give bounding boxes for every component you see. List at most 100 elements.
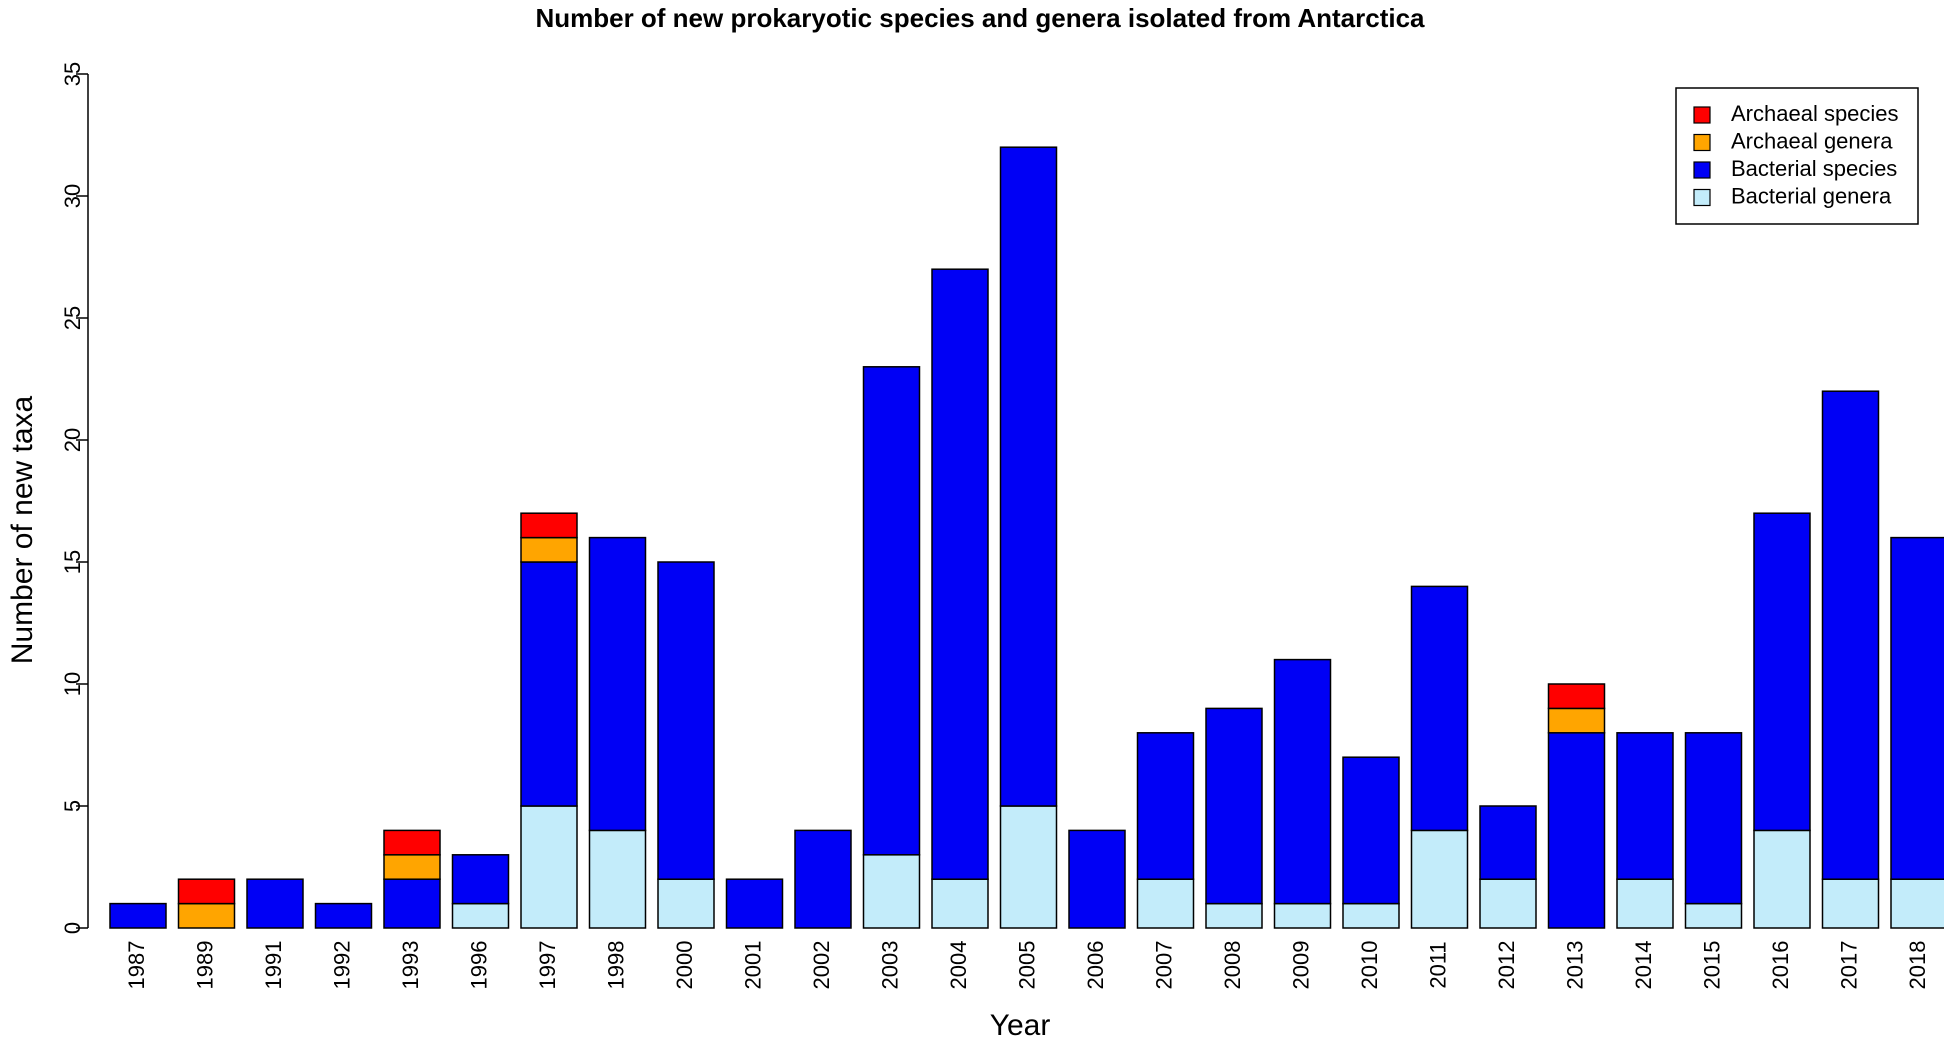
y-tick-label: 0 [60, 922, 85, 934]
bar-segment [657, 878, 715, 929]
bar-segment [588, 536, 647, 832]
bar-segment [383, 829, 441, 856]
bar-segment [1616, 878, 1674, 929]
legend-swatch [1693, 188, 1711, 207]
x-tick-label: 1992 [329, 941, 354, 990]
bar-segment [1616, 732, 1674, 880]
bar-segment [246, 878, 304, 929]
bar-segment [1890, 878, 1944, 929]
bar-segment [520, 805, 578, 929]
legend-label: Bacterial genera [1731, 183, 1892, 208]
legend-swatch [1693, 106, 1711, 124]
bar-segment [109, 902, 167, 929]
bar-segment [862, 366, 921, 856]
x-tick-label: 2009 [1288, 941, 1313, 990]
bar-segment [451, 854, 510, 905]
x-tick-label: 1991 [261, 941, 286, 990]
bar-segment [1342, 902, 1400, 929]
x-tick-label: 2014 [1631, 941, 1656, 990]
bar-segment [1479, 805, 1537, 880]
x-tick-label: 2010 [1357, 941, 1382, 990]
y-tick-label: 15 [60, 550, 85, 574]
x-tick-label: 2007 [1151, 941, 1176, 990]
y-tick-label: 25 [60, 306, 85, 330]
y-axis-label: Number of new taxa [6, 395, 39, 664]
bar-segment [1821, 878, 1880, 929]
y-axis: 0 5 10 15 20 25 30 35 [60, 62, 89, 934]
bar-segment [1410, 829, 1469, 929]
chart-title: Number of new prokaryotic species and ge… [535, 3, 1425, 33]
bar-segment [1273, 658, 1332, 905]
legend-swatch [1693, 133, 1711, 152]
bar-segment [1273, 902, 1332, 929]
bar-segment [520, 561, 578, 807]
x-tick-label: 2017 [1836, 941, 1861, 990]
x-tick-label: 2008 [1220, 941, 1245, 990]
bar-segment [520, 512, 578, 539]
bar-segment [931, 878, 989, 929]
bar-segment [1684, 732, 1743, 905]
x-tick-label: 2011 [1425, 941, 1450, 988]
x-tick-label: 2012 [1494, 941, 1519, 990]
x-tick-label: 1998 [603, 941, 628, 990]
legend-label: Bacterial species [1731, 156, 1897, 181]
x-tick-label: 2013 [1562, 941, 1587, 990]
x-tick-label: 2016 [1768, 941, 1793, 990]
legend-swatch [1693, 161, 1711, 179]
x-tick-label: 1989 [192, 941, 217, 990]
x-axis-ticks: 1987 1989 1991 1992 1993 1996 1997 1998 2000 2001… [124, 941, 1930, 990]
bar-segment [1753, 512, 1811, 832]
bar-segment [451, 902, 510, 929]
x-tick-label: 1997 [535, 941, 560, 990]
bar-segment [383, 878, 441, 929]
x-tick-label: 2006 [1083, 941, 1108, 990]
bar-segment [314, 902, 373, 929]
legend-label: Archaeal genera [1731, 128, 1893, 153]
y-tick-label: 5 [60, 800, 85, 812]
y-tick-label: 30 [60, 184, 85, 208]
x-tick-label: 2003 [877, 941, 902, 990]
bar-segment [1684, 902, 1743, 929]
bar-segment [999, 805, 1058, 929]
y-tick-label: 10 [60, 672, 85, 696]
x-tick-label: 2005 [1014, 941, 1039, 990]
x-tick-label: 2018 [1905, 941, 1930, 990]
y-tick-label: 35 [60, 62, 85, 86]
bars [109, 146, 1944, 929]
bar-segment [1342, 756, 1400, 905]
x-tick-label: 1996 [466, 941, 491, 990]
x-tick-label: 2015 [1699, 941, 1724, 990]
bar-segment [383, 854, 441, 880]
bar-segment [588, 829, 647, 929]
x-tick-label: 2002 [809, 941, 834, 990]
bar-segment [931, 268, 989, 880]
x-tick-label: 1987 [124, 941, 149, 990]
y-tick-label: 20 [60, 428, 85, 452]
bar-segment [1821, 390, 1880, 880]
bar-segment [657, 561, 715, 880]
bar-segment [1068, 829, 1126, 929]
bar-segment [1410, 585, 1469, 832]
bar-segment [1547, 732, 1606, 929]
bar-segment [794, 829, 852, 929]
bar-segment [1479, 878, 1537, 929]
x-axis-label: Year [990, 1009, 1051, 1042]
legend-label: Archaeal species [1731, 101, 1899, 126]
bar-segment [862, 854, 921, 929]
bar-segment [1753, 829, 1811, 929]
bar-segment [520, 536, 578, 563]
bar-segment [999, 146, 1058, 807]
bar-segment [1136, 732, 1195, 880]
x-tick-label: 1993 [398, 941, 423, 990]
x-tick-label: 2004 [946, 941, 971, 990]
bar-segment [177, 902, 236, 929]
bar-segment [1547, 707, 1606, 734]
bar-segment [1205, 902, 1263, 929]
legend-box [1675, 87, 1919, 225]
bar-segment [177, 878, 236, 905]
bar-segment [725, 878, 784, 929]
bar-segment [1890, 536, 1944, 880]
bar-segment [1136, 878, 1195, 929]
